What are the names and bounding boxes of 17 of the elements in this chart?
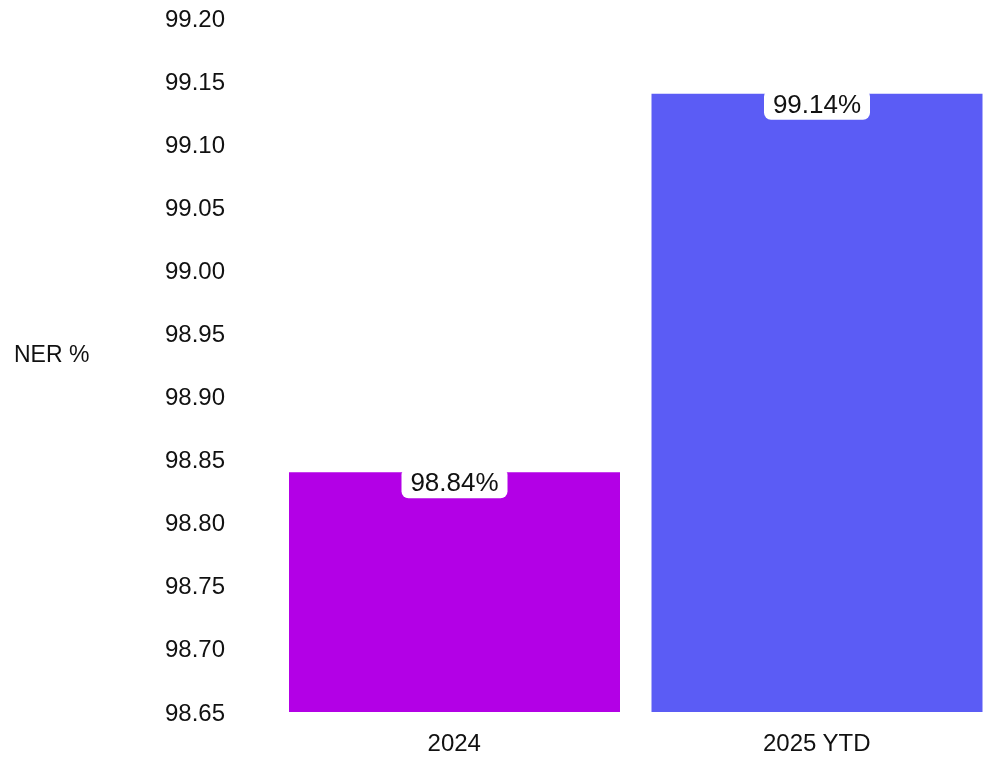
y-tick-label: 98.70 xyxy=(164,635,226,663)
y-tick-label: 98.95 xyxy=(164,319,226,347)
x-tick-label: 2024 xyxy=(427,729,481,757)
y-tick-label: 98.85 xyxy=(164,446,226,474)
y-tick-label: 99.05 xyxy=(164,193,226,221)
data-label: 98.84% xyxy=(410,467,499,498)
data-label: 99.14% xyxy=(772,88,862,119)
y-tick-label: 98.90 xyxy=(164,383,226,411)
y-axis-title: NER % xyxy=(14,341,90,368)
y-tick-label: 99.20 xyxy=(164,4,226,32)
y-tick-label: 98.75 xyxy=(164,572,226,600)
y-tick-label: 98.65 xyxy=(164,698,226,726)
y-tick-label: 99.10 xyxy=(164,130,226,158)
y-tick-label: 99.15 xyxy=(164,67,226,95)
y-tick-label: 99.00 xyxy=(164,256,226,284)
y-tick-label: 98.80 xyxy=(164,509,226,537)
x-tick-label: 2025 YTD xyxy=(762,729,871,757)
